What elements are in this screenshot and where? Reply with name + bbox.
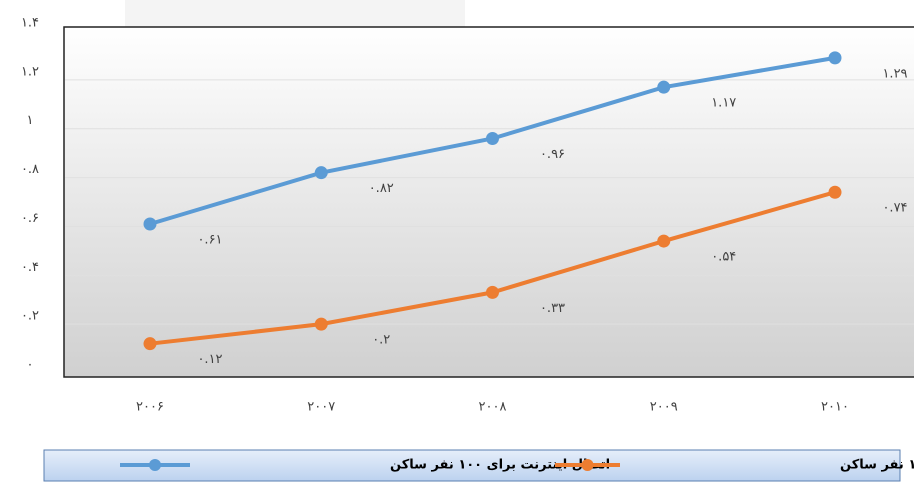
data-label: ۰.۱۲ bbox=[197, 352, 222, 367]
y-tick-label: ۰.۸ bbox=[21, 162, 39, 177]
legend-label: اتصال اینترنت برای ۱۰۰ نفر ساکن bbox=[390, 458, 610, 473]
legend-marker bbox=[149, 459, 161, 471]
data-point bbox=[314, 317, 328, 331]
data-point bbox=[486, 285, 499, 299]
data-point bbox=[486, 131, 499, 145]
data-label: ۰.۶۱ bbox=[197, 232, 222, 247]
data-point bbox=[657, 234, 671, 248]
background-panel bbox=[125, 0, 465, 27]
data-point bbox=[143, 337, 157, 351]
data-label: ۰.۵۴ bbox=[711, 250, 736, 265]
y-tick-label: ۱.۲ bbox=[21, 64, 39, 79]
legend-label: اتصال پهنای باند برای ۱۰۰ نفر ساکن bbox=[840, 458, 914, 473]
data-label: ۰.۲ bbox=[372, 333, 390, 348]
data-point bbox=[143, 217, 157, 231]
plot-area bbox=[63, 26, 914, 378]
y-tick-label: ۰.۲ bbox=[21, 309, 39, 324]
data-point bbox=[314, 166, 328, 180]
y-tick-label: ۱.۴ bbox=[21, 16, 39, 31]
data-label: ۱.۱۷ bbox=[711, 96, 736, 111]
y-tick-label: ۰.۴ bbox=[21, 260, 39, 275]
data-label: ۰.۹۶ bbox=[540, 147, 565, 162]
x-tick-label: ۲۰۰۸ bbox=[479, 400, 507, 415]
y-tick-label: ۰ bbox=[27, 358, 34, 373]
x-tick-label: ۲۰۰۶ bbox=[136, 400, 164, 415]
data-point bbox=[828, 51, 842, 65]
data-label: ۰.۳۳ bbox=[540, 301, 565, 316]
x-tick-label: ۲۰۱۰ bbox=[821, 400, 849, 415]
y-tick-label: ۱ bbox=[27, 113, 34, 128]
data-label: ۱.۲۹ bbox=[882, 66, 907, 81]
data-label: ۰.۸۲ bbox=[369, 181, 394, 196]
y-tick-label: ۰.۶ bbox=[21, 211, 39, 226]
data-point bbox=[657, 80, 671, 94]
x-tick-label: ۲۰۰۹ bbox=[650, 400, 678, 415]
data-point bbox=[828, 185, 842, 199]
data-label: ۰.۷۴ bbox=[882, 201, 907, 216]
legend-marker bbox=[581, 459, 594, 471]
x-tick-label: ۲۰۰۷ bbox=[307, 400, 335, 415]
